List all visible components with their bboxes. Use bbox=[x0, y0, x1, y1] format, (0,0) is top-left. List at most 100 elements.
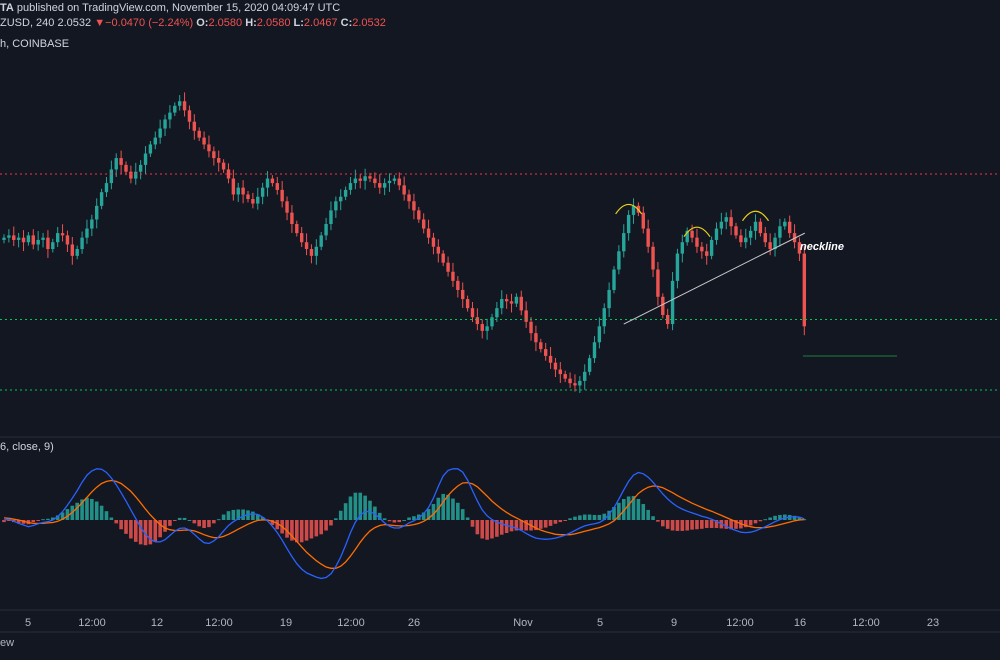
candle-body bbox=[758, 221, 763, 234]
candle-body bbox=[168, 112, 172, 120]
macd-histogram-bar bbox=[499, 520, 504, 535]
macd-histogram-bar bbox=[124, 520, 128, 534]
candle-body bbox=[12, 235, 16, 240]
macd-histogram-bar bbox=[534, 520, 538, 531]
candle-body bbox=[602, 308, 606, 327]
candle-body bbox=[334, 201, 338, 211]
macd-histogram-bar bbox=[656, 520, 660, 522]
macd-histogram-bar bbox=[255, 514, 260, 520]
macd-histogram-bar bbox=[368, 500, 372, 520]
candle-body bbox=[441, 253, 445, 263]
candle-body bbox=[295, 224, 299, 234]
macd-histogram-bar bbox=[646, 509, 650, 520]
candle-body bbox=[534, 333, 538, 343]
candle-body bbox=[382, 183, 387, 188]
candle-body bbox=[129, 171, 133, 179]
candle-body bbox=[451, 271, 455, 281]
macd-histogram-bar bbox=[251, 511, 255, 520]
price-change: −0.0470 (−2.24%) bbox=[105, 17, 194, 29]
candle-body bbox=[55, 233, 60, 243]
macd-histogram-bar bbox=[387, 520, 392, 522]
last-price: 2.0532 bbox=[57, 17, 92, 29]
candle-body bbox=[524, 310, 528, 322]
macd-histogram-bar bbox=[216, 519, 221, 521]
candle-body bbox=[2, 237, 6, 240]
candle-body bbox=[378, 183, 382, 188]
candle-body bbox=[265, 178, 270, 188]
candle-body bbox=[583, 371, 587, 381]
high-label: H: bbox=[245, 17, 257, 29]
candle-body bbox=[138, 164, 143, 172]
macd-histogram-bar bbox=[470, 520, 475, 527]
macd-histogram-bar bbox=[270, 520, 275, 526]
macd-histogram-bar bbox=[514, 520, 519, 531]
head-arc bbox=[683, 226, 711, 238]
candle-body bbox=[192, 121, 197, 131]
macd-histogram-bar bbox=[665, 520, 670, 529]
candle-body bbox=[436, 246, 441, 254]
macd-histogram-bar bbox=[197, 520, 201, 527]
candle-body bbox=[36, 239, 40, 245]
macd-histogram-bar bbox=[109, 517, 114, 520]
open-value: 2.0580 bbox=[208, 17, 243, 29]
candle-body bbox=[529, 321, 533, 334]
macd-histogram-bar bbox=[46, 518, 50, 520]
macd-histogram-bar bbox=[763, 519, 768, 521]
macd-histogram-bar bbox=[221, 514, 226, 520]
candle-body bbox=[60, 233, 65, 236]
candle-body bbox=[153, 137, 157, 145]
candle-body bbox=[280, 189, 284, 202]
symbol-name[interactable]: ZUSD, 240 bbox=[0, 17, 55, 29]
candle-body bbox=[656, 269, 660, 297]
candle-body bbox=[670, 280, 675, 325]
candle-body bbox=[768, 242, 772, 250]
macd-histogram-bar bbox=[324, 520, 328, 531]
candle-body bbox=[631, 205, 636, 215]
macd-histogram-bar bbox=[631, 496, 636, 520]
macd-histogram-bar bbox=[504, 520, 509, 534]
candle-body bbox=[626, 214, 631, 234]
candle-body bbox=[412, 201, 416, 211]
macd-histogram-bar bbox=[548, 520, 553, 526]
candle-body bbox=[695, 237, 699, 247]
candle-body bbox=[124, 164, 128, 172]
macd-histogram-bar bbox=[573, 516, 577, 520]
macd-histogram-bar bbox=[309, 520, 314, 539]
candle-body bbox=[700, 246, 704, 252]
macd-histogram-bar bbox=[704, 520, 709, 528]
candle-body bbox=[304, 242, 309, 250]
candle-body bbox=[46, 237, 50, 250]
macd-histogram-bar bbox=[758, 520, 763, 522]
candle-body bbox=[792, 233, 797, 243]
candle-body bbox=[363, 176, 367, 181]
bottom-toolbar-label[interactable]: ew bbox=[0, 637, 15, 649]
macd-histogram-bar bbox=[129, 520, 133, 539]
x-tick-label: 12:00 bbox=[205, 617, 233, 629]
x-tick-label: 19 bbox=[279, 617, 293, 629]
candle-body bbox=[246, 194, 250, 200]
shoulder-arc bbox=[742, 210, 770, 222]
macd-histogram-bar bbox=[612, 506, 616, 520]
macd-histogram-bar bbox=[407, 517, 411, 520]
macd-histogram-bar bbox=[680, 520, 685, 531]
candle-body bbox=[339, 196, 343, 202]
macd-histogram-bar bbox=[114, 520, 119, 524]
macd-histogram-bar bbox=[768, 517, 772, 520]
macd-histogram-bar bbox=[2, 520, 6, 523]
macd-histogram-bar bbox=[187, 520, 192, 521]
macd-histogram-bar bbox=[377, 512, 382, 520]
candle-body bbox=[787, 221, 792, 234]
candle-body bbox=[373, 178, 377, 184]
candle-body bbox=[573, 383, 577, 386]
macd-histogram-bar bbox=[651, 516, 655, 520]
macd-histogram-bar bbox=[295, 520, 299, 543]
macd-histogram-bar bbox=[700, 520, 704, 529]
macd-histogram-bar bbox=[212, 520, 216, 524]
candle-body bbox=[509, 301, 514, 304]
macd-histogram-bar bbox=[714, 520, 719, 528]
macd-legend[interactable]: 6, close, 9) bbox=[0, 441, 54, 453]
candle-body bbox=[470, 308, 475, 318]
macd-histogram-bar bbox=[748, 520, 753, 526]
candle-body bbox=[65, 235, 70, 245]
